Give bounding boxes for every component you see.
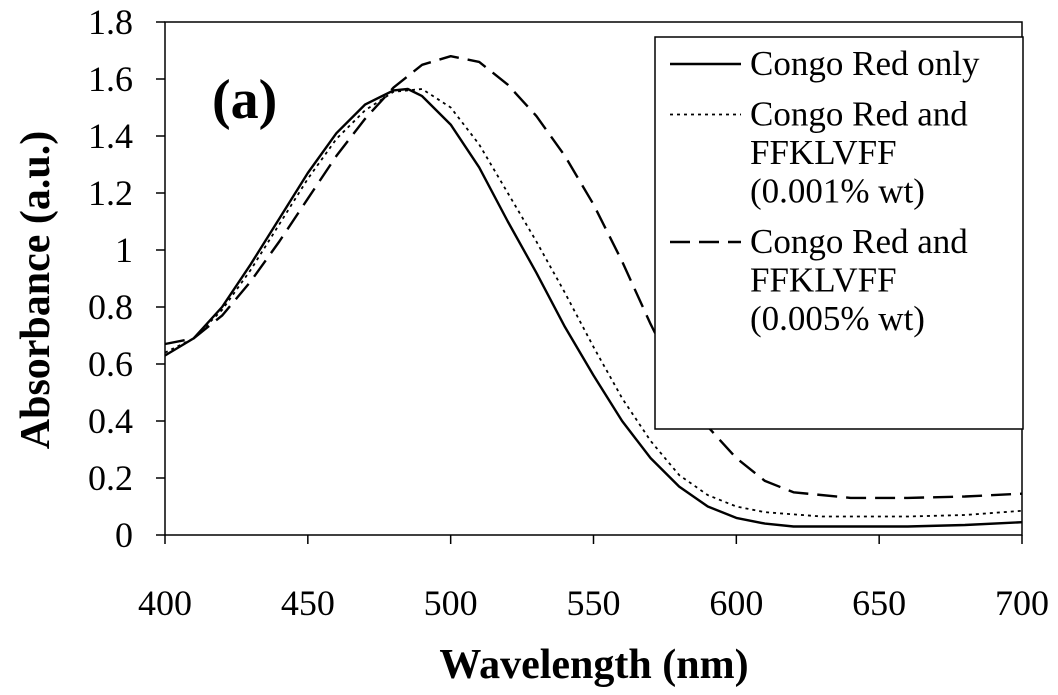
legend-label-2: (0.001% wt) (750, 172, 925, 211)
x-tick-label: 700 (995, 583, 1049, 623)
legend-label-3: FFKLVFF (750, 261, 897, 300)
x-tick-label: 550 (567, 583, 621, 623)
axis-layer: 400 450 500 550 600 650 700 0 0.2 0.4 0.6 0.8 1 1.2 1.… (88, 2, 1049, 623)
y-tick-label: 1 (115, 230, 133, 270)
legend-label-1: Congo Red only (750, 44, 980, 83)
y-tick-label: 1.8 (88, 2, 133, 42)
series-line-1 (164, 87, 1023, 528)
x-tick-label: 500 (424, 583, 478, 623)
y-tick-label: 1.6 (88, 59, 133, 99)
y-tick-label: 1.2 (88, 173, 133, 213)
series-line-2 (164, 88, 1023, 518)
legend-box (654, 36, 1024, 430)
y-tick-label: 0.6 (88, 344, 133, 384)
series-layer (164, 55, 1023, 528)
y-tick-label: 0.2 (88, 458, 133, 498)
y-tick-label: 0.4 (88, 401, 133, 441)
y-axis-title: Absorbance (a.u.) (13, 131, 59, 450)
legend-label-2: Congo Red and (750, 95, 968, 134)
x-tick-label: 600 (709, 583, 763, 623)
y-tick-label: 0 (115, 515, 133, 555)
x-tick-label: 650 (852, 583, 906, 623)
x-axis-title: Wavelength (nm) (439, 642, 748, 688)
y-tick-label: 1.4 (88, 116, 133, 156)
legend-label-3: (0.005% wt) (750, 299, 925, 338)
y-tick-label: 0.8 (88, 287, 133, 327)
x-tick-label: 400 (138, 583, 192, 623)
legend-label-2: FFKLVFF (750, 133, 897, 172)
series-line-3 (164, 55, 1023, 500)
legend-label-3: Congo Red and (750, 222, 968, 261)
x-tick-label: 450 (281, 583, 335, 623)
panel-label: (a) (212, 69, 277, 131)
